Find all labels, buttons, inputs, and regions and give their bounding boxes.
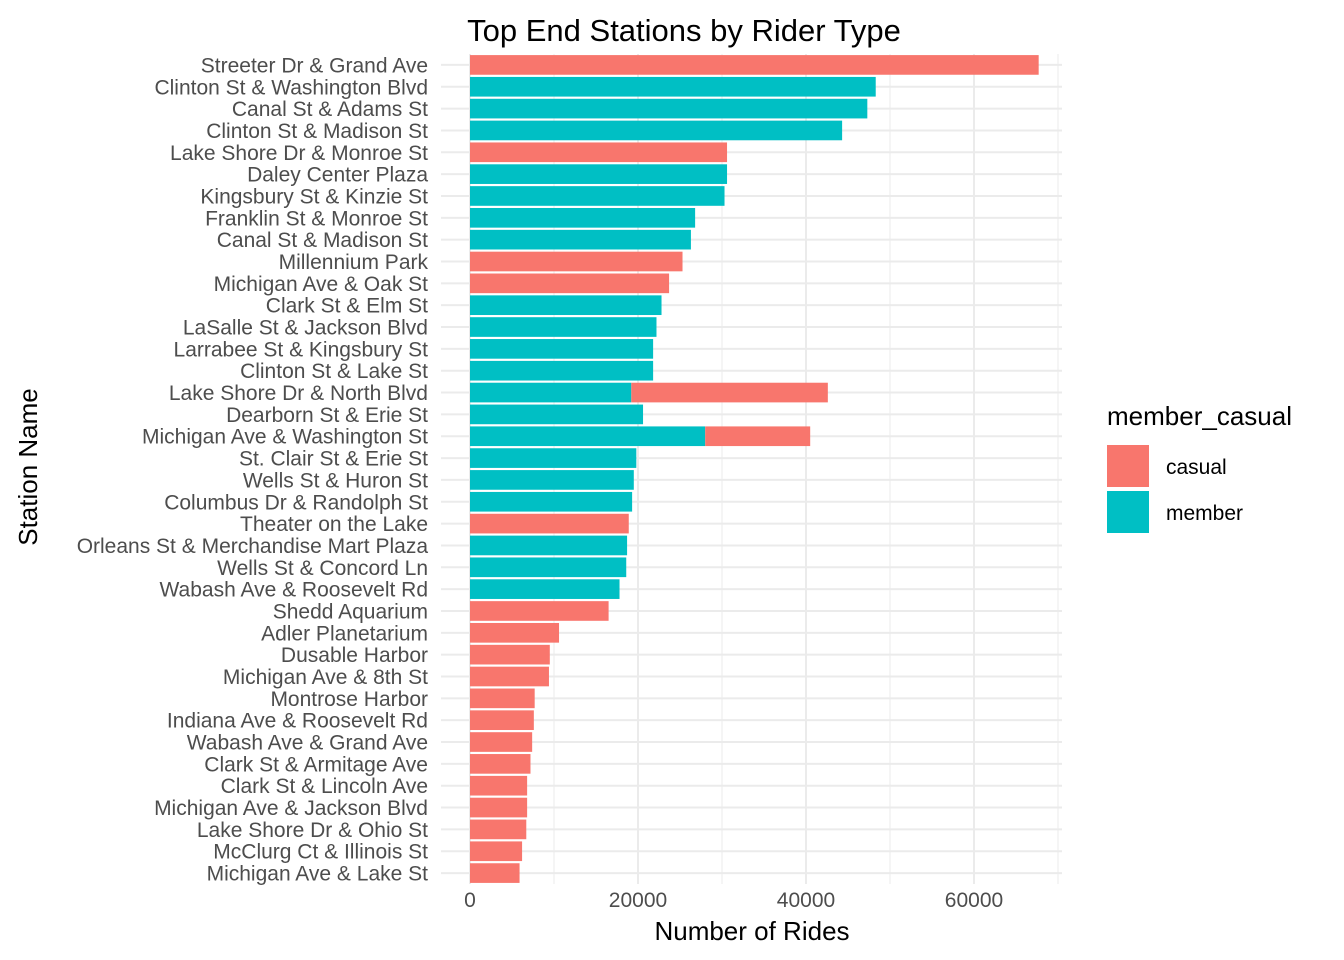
y-tick-label: Daley Center Plaza	[247, 164, 428, 187]
y-tick-label: Clark St & Elm St	[266, 295, 428, 318]
bar-member	[470, 186, 725, 206]
y-tick-label: Clark St & Armitage Ave	[204, 753, 428, 776]
y-tick-label: Michigan Ave & Washington St	[142, 426, 428, 449]
y-tick-label: Kingsbury St & Kinzie St	[200, 185, 428, 208]
y-tick-label: Canal St & Madison St	[217, 229, 428, 252]
x-tick-label: 60000	[945, 889, 1003, 912]
bar-casual	[470, 513, 629, 534]
bar-member	[470, 120, 843, 141]
y-tick-label: LaSalle St & Jackson Blvd	[183, 317, 428, 340]
bar-casual	[470, 688, 535, 709]
y-tick-label: Canal St & Adams St	[232, 98, 428, 121]
y-tick-label: Michigan Ave & 8th St	[223, 666, 428, 689]
y-tick-label: Columbus Dr & Randolph St	[164, 491, 428, 514]
y-tick-label: Lake Shore Dr & Ohio St	[197, 819, 428, 842]
bar-member	[470, 317, 657, 337]
y-tick-label: Dusable Harbor	[281, 644, 428, 667]
bar-member	[470, 229, 691, 250]
bar-casual	[470, 142, 728, 163]
bar-casual	[470, 251, 683, 272]
bar-member	[470, 535, 628, 556]
bar-member	[470, 382, 632, 403]
y-tick-label: Larrabee St & Kingsbury St	[174, 338, 429, 361]
y-tick-label: Orleans St & Merchandise Mart Plaza	[77, 535, 429, 558]
y-tick-label: Theater on the Lake	[240, 513, 428, 536]
y-tick-label: Montrose Harbor	[270, 688, 428, 711]
x-tick-label: 40000	[777, 889, 835, 912]
x-axis-title: Number of Rides	[654, 916, 849, 946]
bar-casual	[470, 863, 520, 883]
y-tick-label: Shedd Aquarium	[273, 600, 428, 623]
x-tick-label: 0	[464, 889, 476, 912]
bar-casual	[470, 710, 534, 731]
y-tick-label: Wabash Ave & Grand Ave	[187, 732, 428, 755]
bar-casual	[470, 622, 560, 643]
y-tick-label: Clinton St & Lake St	[240, 360, 428, 383]
y-tick-label: Franklin St & Monroe St	[205, 207, 428, 230]
y-tick-label: Indiana Ave & Roosevelt Rd	[167, 710, 428, 733]
legend-label-member: member	[1166, 502, 1243, 525]
bar-member	[470, 360, 654, 381]
bar-casual	[470, 273, 670, 294]
bar-casual	[470, 55, 1039, 75]
bar-member	[470, 164, 728, 184]
bar-casual	[631, 382, 828, 403]
y-axis-title: Station Name	[13, 388, 43, 546]
y-tick-label: Wabash Ave & Roosevelt Rd	[160, 579, 428, 602]
bar-member	[470, 339, 654, 359]
bar-member	[470, 76, 876, 97]
x-axis-ticks: 0 20000 40000 60000	[464, 889, 1003, 912]
y-tick-label: Michigan Ave & Jackson Blvd	[154, 797, 428, 820]
bar-member	[470, 579, 620, 599]
bar-member	[470, 448, 637, 468]
bar-casual	[470, 732, 533, 752]
legend-swatch-casual	[1107, 445, 1149, 487]
bar-member	[470, 426, 706, 447]
bar-member	[470, 295, 662, 316]
y-tick-label: Wells St & Concord Ln	[217, 557, 428, 580]
bar-member	[470, 98, 868, 119]
bar-casual	[470, 819, 527, 840]
y-tick-label: Michigan Ave & Lake St	[207, 863, 429, 886]
bar-member	[470, 491, 633, 512]
y-tick-label: Wells St & Huron St	[243, 469, 428, 492]
chart-title: Top End Stations by Rider Type	[467, 13, 901, 48]
bar-member	[470, 557, 627, 578]
legend: member_casual casual member	[1107, 401, 1292, 533]
y-tick-label: Lake Shore Dr & Monroe St	[170, 142, 428, 165]
bar-casual	[470, 644, 550, 665]
bar-casual	[470, 754, 531, 774]
bars	[470, 55, 1039, 883]
bar-casual	[705, 426, 811, 447]
y-tick-label: Lake Shore Dr & North Blvd	[169, 382, 428, 405]
bar-member	[470, 470, 634, 490]
bar-member	[470, 207, 696, 228]
y-tick-label: Clark St & Lincoln Ave	[221, 775, 428, 798]
y-tick-label: Millennium Park	[279, 251, 429, 274]
legend-swatch-member	[1107, 491, 1149, 533]
bar-member	[470, 404, 644, 425]
y-tick-label: St. Clair St & Erie St	[239, 448, 428, 471]
bar-casual	[470, 666, 549, 687]
legend-label-casual: casual	[1166, 456, 1227, 479]
bar-casual	[470, 797, 528, 818]
legend-title: member_casual	[1107, 401, 1292, 431]
y-tick-label: Streeter Dr & Grand Ave	[201, 54, 428, 77]
y-tick-label: McClurg Ct & Illinois St	[213, 841, 428, 864]
y-tick-label: Clinton St & Washington Blvd	[154, 76, 428, 99]
bar-casual	[470, 601, 609, 621]
y-tick-label: Clinton St & Madison St	[206, 120, 428, 143]
x-tick-label: 20000	[609, 889, 667, 912]
bar-casual	[470, 775, 528, 796]
y-tick-label: Adler Planetarium	[261, 622, 428, 645]
y-tick-label: Michigan Ave & Oak St	[214, 273, 429, 296]
bar-casual	[470, 841, 523, 862]
y-tick-label: Dearborn St & Erie St	[226, 404, 428, 427]
